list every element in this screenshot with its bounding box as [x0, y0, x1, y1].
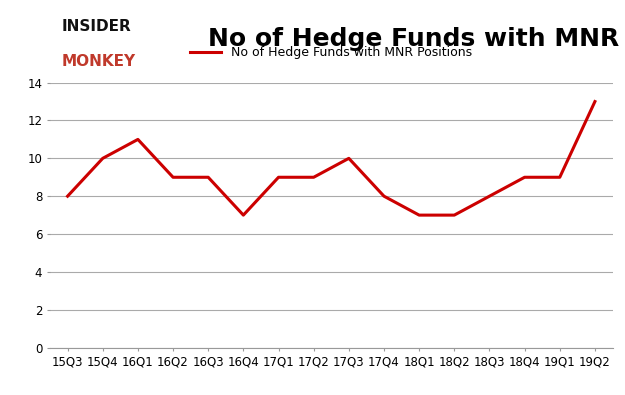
Text: MONKEY: MONKEY [61, 54, 136, 69]
Text: No of Hedge Funds with MNR Positions: No of Hedge Funds with MNR Positions [208, 26, 625, 51]
Legend: No of Hedge Funds with MNR Positions: No of Hedge Funds with MNR Positions [185, 41, 478, 64]
Text: INSIDER: INSIDER [61, 19, 131, 34]
